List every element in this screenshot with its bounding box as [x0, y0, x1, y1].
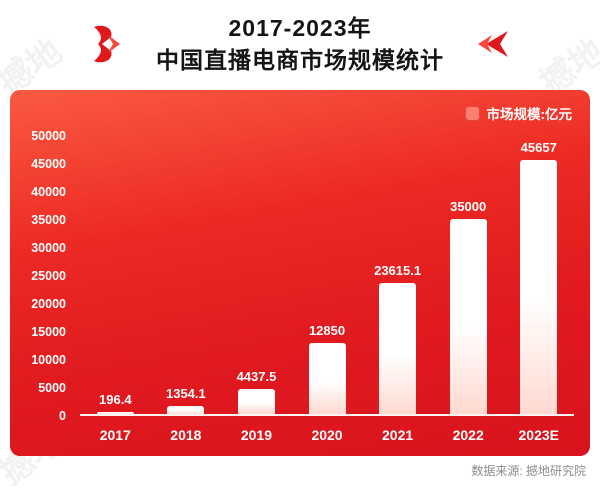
bar-value-label: 35000	[450, 199, 487, 215]
legend-label: 市场规模:亿元	[486, 107, 573, 122]
y-tick-label: 40000	[31, 185, 66, 199]
bar-value-label: 1354.1	[165, 386, 206, 402]
y-tick-label: 50000	[31, 129, 66, 143]
y-tick-label: 5000	[38, 381, 66, 395]
brand-logo-right-icon	[470, 21, 516, 67]
bar-slot: 12850	[292, 136, 363, 414]
chart-legend: 市场规模:亿元	[464, 103, 573, 123]
title-line-1: 2017-2023年	[228, 14, 372, 41]
bar-slot: 1354.1	[151, 136, 222, 414]
x-tick-label: 2019	[240, 427, 273, 443]
x-tick-label: 2018	[170, 427, 202, 443]
bar	[520, 160, 558, 414]
brand-logo-left-icon	[84, 21, 130, 67]
y-tick-label: 45000	[31, 157, 66, 171]
legend-swatch-icon	[464, 105, 480, 121]
bar	[237, 389, 275, 414]
x-tick-label: 2017	[99, 427, 131, 443]
bar-value-label: 23615.1	[374, 262, 422, 278]
y-tick-label: 15000	[31, 325, 66, 339]
bar	[167, 406, 205, 414]
bar	[449, 219, 487, 414]
page-title: 2017-2023年 中国直播电商市场规模统计	[156, 12, 444, 76]
y-tick-label: 30000	[31, 241, 66, 255]
chart-panel: 市场规模:亿元 0 5000 10000 15000 20000 25000 30000 35…	[10, 90, 590, 456]
x-tick-label: 2021	[382, 427, 414, 443]
data-source-label: 数据来源: 撼地研究院	[471, 464, 586, 478]
bar	[96, 412, 134, 414]
plot-area: 0 5000 10000 15000 20000 25000 30000 35000 40000…	[24, 129, 574, 423]
bar-slot: 23615.1	[362, 136, 433, 414]
bars-area: 196.4 1354.1 4437.5 12850 23615.1 35000 45657	[80, 136, 574, 416]
y-tick-label: 10000	[31, 353, 66, 367]
y-axis: 0 5000 10000 15000 20000 25000 30000 35000 40000…	[24, 129, 72, 423]
bar	[308, 342, 346, 414]
y-tick-label: 35000	[31, 213, 66, 227]
y-tick-label: 0	[59, 409, 66, 423]
bar-value-label: 45657	[520, 140, 557, 156]
bar-slot: 45657	[503, 136, 574, 414]
bar-value-label: 196.4	[99, 392, 132, 407]
bar-value-label: 12850	[308, 322, 346, 338]
header: 2017-2023年 中国直播电商市场规模统计	[0, 0, 600, 88]
y-tick-label: 20000	[31, 297, 66, 311]
bar-slot: 196.4	[80, 136, 151, 414]
x-tick-label: 2023E	[518, 427, 559, 443]
title-line-2: 中国直播电商市场规模统计	[156, 47, 444, 73]
x-tick-label: 2020	[311, 427, 343, 443]
bar-slot: 35000	[433, 136, 504, 414]
bar	[379, 282, 417, 414]
x-tick-label: 2022	[452, 427, 484, 443]
y-tick-label: 25000	[31, 269, 66, 283]
x-axis: 2017 2018 2019 2020 2021 2022 2023E	[80, 422, 574, 448]
bar-slot: 4437.5	[221, 136, 292, 414]
bar-value-label: 4437.5	[236, 369, 277, 385]
